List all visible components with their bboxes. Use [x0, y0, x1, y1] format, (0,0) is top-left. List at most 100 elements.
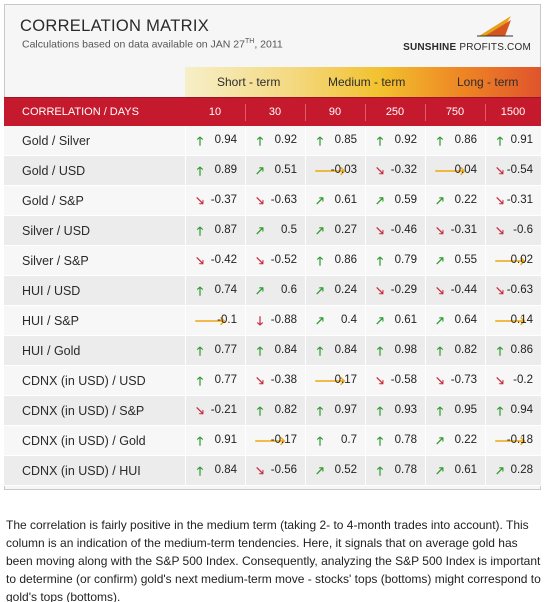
correlation-value: 0.24: [334, 284, 357, 296]
correlation-value: -0.37: [210, 194, 237, 206]
table-cell: 🡑 0.94: [185, 126, 245, 156]
column-header-10: 10: [208, 106, 222, 118]
correlation-value: 0.84: [214, 464, 237, 476]
correlation-value: -0.38: [270, 374, 297, 386]
table-cell: 🡑 0.84: [185, 456, 245, 486]
arrow-up-icon: 🡑: [196, 164, 204, 178]
term-medium-label: Medium - term: [328, 75, 406, 89]
arrow-up-icon: 🡑: [376, 134, 384, 148]
arrow-flat-icon: 🡒: [494, 434, 527, 448]
table-cell: 🡑 0.95: [425, 396, 485, 426]
arrow-up-icon: 🡑: [376, 464, 384, 478]
correlation-value: 0.82: [454, 344, 477, 356]
table-cell: 🡖 -0.21: [185, 396, 245, 426]
table-row: CDNX (in USD) / HUI 🡑 0.84 🡖 -0.56 🡕 0.52 🡑…: [4, 456, 541, 486]
table-row: Gold / Silver 🡑 0.94 🡑 0.92 🡑 0.85 🡑 0.92 🡑 0…: [4, 126, 541, 156]
correlation-value: -0.58: [390, 374, 417, 386]
column-header-1500: 1500: [500, 106, 526, 118]
correlation-value: 0.87: [214, 224, 237, 236]
arrow-downright-icon: 🡖: [256, 194, 264, 208]
arrow-upright-icon: 🡕: [316, 284, 324, 298]
arrow-upright-icon: 🡕: [436, 194, 444, 208]
correlation-value: -0.46: [390, 224, 417, 236]
row-label: Silver / S&P: [22, 254, 89, 268]
arrow-upright-icon: 🡕: [256, 284, 264, 298]
table-cell: 🡕 0.64: [425, 306, 485, 336]
correlation-value: -0.88: [270, 314, 297, 326]
table-cell: 🡑 0.92: [365, 126, 425, 156]
correlation-value: 0.22: [454, 434, 477, 446]
table-cell: 🡑 0.91: [185, 426, 245, 456]
column-header-30: 30: [268, 106, 282, 118]
arrow-up-icon: 🡑: [376, 404, 384, 418]
correlation-value: 0.6: [281, 284, 297, 296]
table-cell: 🡑 0.86: [425, 126, 485, 156]
table-cell: 🡕 0.61: [425, 456, 485, 486]
table-cell: 🡑 0.79: [365, 246, 425, 276]
correlation-value: 0.82: [274, 404, 297, 416]
table-cell: 🡕 0.28: [485, 456, 541, 486]
table-cell: 🡑 0.84: [245, 336, 305, 366]
table-cell: 🡑 0.82: [245, 396, 305, 426]
correlation-value: 0.85: [334, 134, 357, 146]
term-band: Short - term Medium - term Long - term: [185, 67, 541, 97]
correlation-value: 0.7: [341, 434, 357, 446]
table-cell: 🡒 -0.1: [185, 306, 245, 336]
table-row: Silver / S&P 🡖 -0.42 🡖 -0.52 🡑 0.86 🡑 0.79 🡕…: [4, 246, 541, 276]
table-cell: 🡕 0.5: [245, 216, 305, 246]
row-label: CDNX (in USD) / USD: [22, 374, 146, 388]
table-cell: 🡑 0.91: [485, 126, 541, 156]
arrow-downright-icon: 🡖: [376, 284, 384, 298]
arrow-upright-icon: 🡕: [436, 254, 444, 268]
correlation-value: -0.63: [270, 194, 297, 206]
row-label: Gold / Silver: [22, 134, 91, 148]
table-cell: 🡕 0.55: [425, 246, 485, 276]
arrow-up-icon: 🡑: [316, 344, 324, 358]
brand-name: SUNSHINE PROFITS.COM: [403, 42, 531, 53]
arrow-downright-icon: 🡖: [256, 254, 264, 268]
arrow-upright-icon: 🡕: [436, 464, 444, 478]
arrow-downright-icon: 🡖: [256, 464, 264, 478]
table-cell: 🡑 0.94: [485, 396, 541, 426]
correlation-value: -0.52: [270, 254, 297, 266]
term-short-label: Short - term: [217, 75, 281, 89]
correlation-value: -0.56: [270, 464, 297, 476]
correlation-value: 0.4: [341, 314, 357, 326]
subtitle-year: , 2011: [254, 38, 283, 51]
arrow-up-icon: 🡑: [316, 254, 324, 268]
table-cell: 🡑 0.77: [185, 336, 245, 366]
brand-logo[interactable]: SUNSHINE PROFITS.COM: [396, 12, 531, 58]
table-cell: 🡒 -0.03: [305, 156, 365, 186]
correlation-value: 0.5: [281, 224, 297, 236]
arrow-downright-icon: 🡖: [376, 224, 384, 238]
commentary-text: The correlation is fairly positive in th…: [6, 518, 541, 602]
correlation-value: -0.31: [506, 194, 533, 206]
correlation-value: -0.2: [513, 374, 533, 386]
table-cell: 🡒 0.17: [305, 366, 365, 396]
arrow-up-icon: 🡑: [256, 404, 264, 418]
table-cell: 🡖 -0.38: [245, 366, 305, 396]
correlation-value: 0.27: [334, 224, 357, 236]
arrow-up-icon: 🡑: [196, 224, 204, 238]
arrow-up-icon: 🡑: [376, 344, 384, 358]
table-cell: 🡒 -0.17: [245, 426, 305, 456]
arrow-downright-icon: 🡖: [376, 374, 384, 388]
correlation-value: 0.61: [454, 464, 477, 476]
table-row: HUI / Gold 🡑 0.77 🡑 0.84 🡑 0.84 🡑 0.98 🡑 0.82…: [4, 336, 541, 366]
arrow-downright-icon: 🡖: [496, 374, 504, 388]
table-cell: 🡑 0.78: [365, 426, 425, 456]
correlation-value: -0.63: [506, 284, 533, 296]
correlation-value: 0.61: [334, 194, 357, 206]
row-label: CDNX (in USD) / S&P: [22, 404, 145, 418]
table-cell: 🡕 0.51: [245, 156, 305, 186]
correlation-value: 0.91: [510, 134, 533, 146]
arrow-up-icon: 🡑: [316, 434, 324, 448]
page-subtitle: Calculations based on data available on …: [22, 38, 283, 51]
column-header-250: 250: [385, 106, 405, 118]
table-cell: 🡖 -0.37: [185, 186, 245, 216]
correlation-value: -0.31: [450, 224, 477, 236]
subtitle-date-text: Calculations based on data available on …: [22, 38, 245, 51]
correlation-value: 0.02: [510, 254, 533, 266]
arrow-downright-icon: 🡖: [196, 194, 204, 208]
row-label: Gold / S&P: [22, 194, 84, 208]
